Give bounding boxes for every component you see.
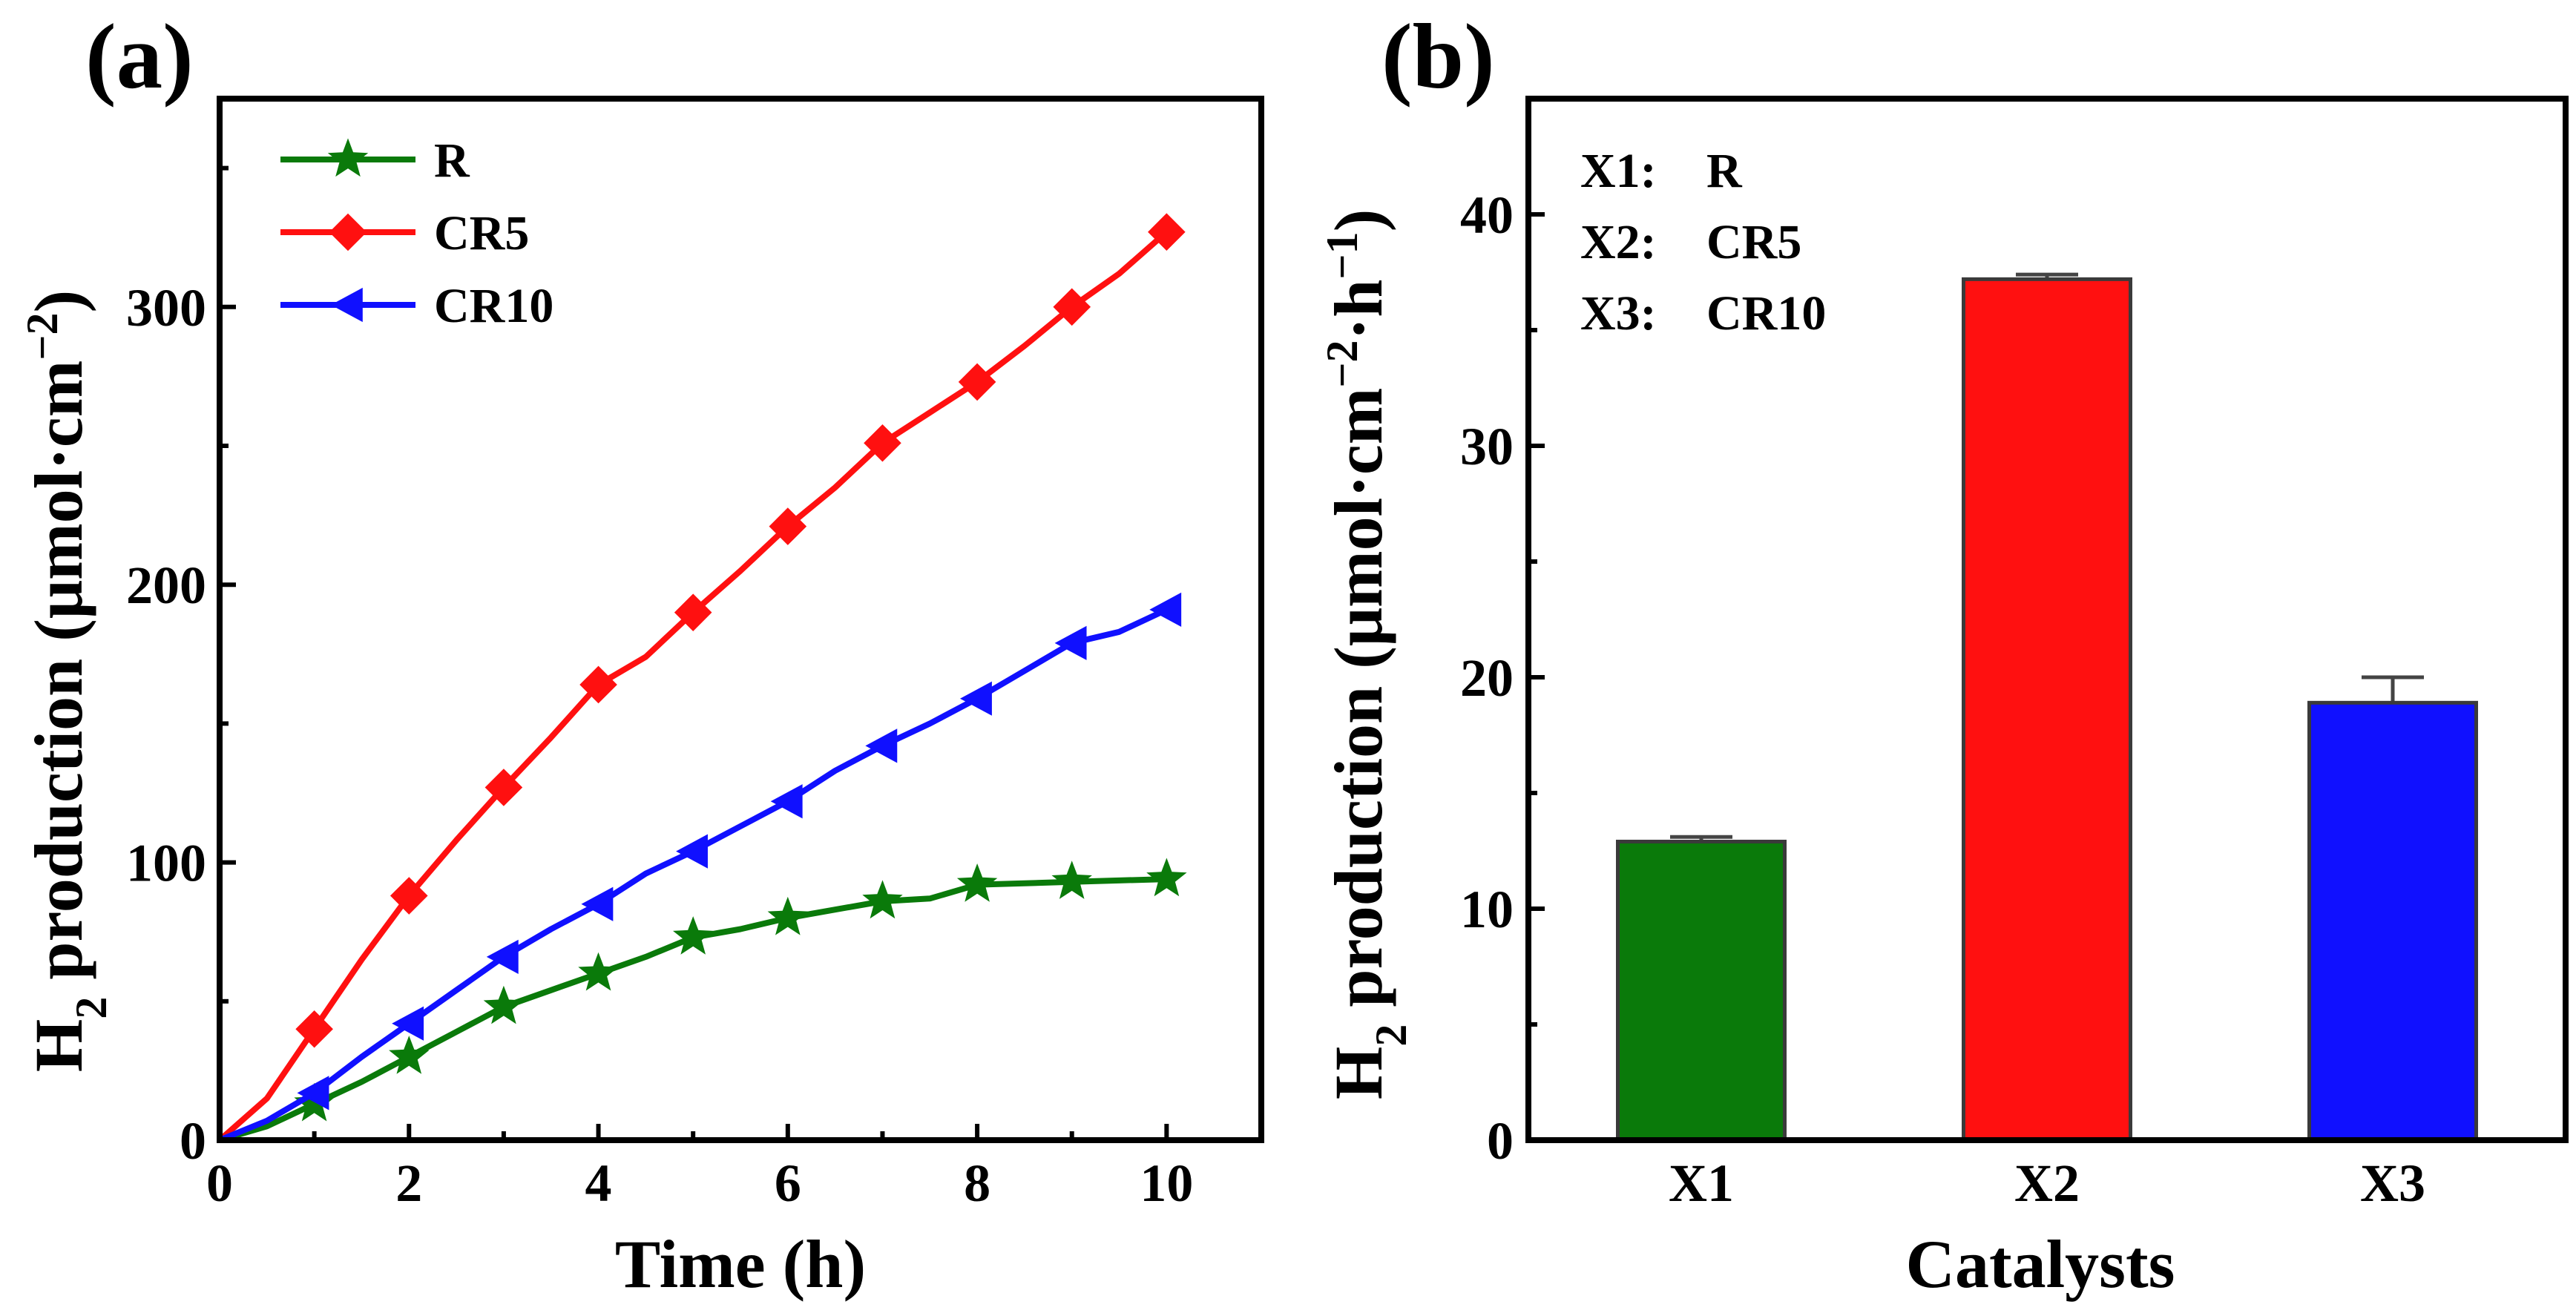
triangle-marker: [486, 939, 519, 974]
diamond-marker: [674, 593, 712, 631]
y-tick-label: 100: [126, 834, 206, 893]
diamond-marker: [295, 1010, 333, 1048]
y-tick-label: 20: [1460, 648, 1514, 708]
diamond-marker: [484, 769, 523, 806]
annotation-row: X3: CR10: [1580, 286, 1826, 340]
panel-b-y-axis-title: H2 production (μmol·cm−2·h−1): [1318, 209, 1416, 1099]
diamond-marker: [579, 665, 617, 704]
legend-label: R: [434, 134, 470, 188]
star-marker: [956, 863, 998, 902]
diamond-marker: [1053, 288, 1091, 326]
legend-entry-r: R: [280, 134, 470, 188]
annotation-key: X2:: [1580, 215, 1657, 269]
panel-a-line-chart: (a) H2 production (μmol·cm−2) 0 2 4 6 8 10010…: [18, 6, 1264, 1302]
bar-x2: [1962, 272, 2132, 1142]
series-cr5: [217, 213, 1186, 1143]
y-tick-label: 10: [1460, 880, 1514, 939]
legend-label: CR5: [434, 206, 529, 260]
panel-b-axes-ticks: 0 10 20 30 40 X1 X2 X3: [1460, 185, 2425, 1213]
y-tick-label: 30: [1460, 417, 1514, 476]
legend-entry-cr10: CR10: [280, 279, 553, 333]
bar-rect: [1962, 277, 2132, 1142]
triangle-marker: [330, 287, 363, 323]
panel-b-bar-chart: (b) H2 production (μmol·cm−2·h−1) 0 10 20 3…: [1318, 6, 2569, 1302]
bar-rect: [2307, 700, 2478, 1142]
star-marker: [862, 880, 903, 919]
star-marker: [578, 952, 619, 991]
x-tick-label: 0: [206, 1154, 233, 1213]
series-line: [218, 607, 1169, 1143]
diamond-marker: [390, 877, 428, 915]
y-tick-label: 40: [1460, 185, 1514, 245]
diamond-marker: [329, 213, 367, 251]
annotation-value: CR5: [1706, 215, 1801, 269]
x-tick-label: X1: [1669, 1154, 1734, 1213]
diamond-marker: [958, 363, 996, 401]
y-tick-label: 200: [126, 556, 206, 615]
x-tick-label: 6: [775, 1154, 801, 1213]
series-line: [217, 229, 1169, 1143]
star-marker: [483, 985, 525, 1024]
bar-rect: [1616, 840, 1787, 1142]
star-marker: [327, 138, 369, 177]
panel-b-bars-group: [1616, 272, 2478, 1142]
annotation-value: CR10: [1706, 286, 1826, 340]
series-r: [218, 858, 1187, 1143]
panel-b-plot-frame: [1525, 96, 2569, 1143]
annotation-key: X3:: [1580, 286, 1657, 340]
diamond-marker: [864, 424, 901, 462]
panel-a-legend: R CR5 CR10: [280, 134, 553, 333]
panel-a-label: (a): [85, 6, 194, 108]
triangle-marker: [581, 886, 614, 921]
x-tick-label: X3: [2360, 1154, 2425, 1213]
triangle-marker: [1149, 592, 1182, 627]
legend-label: CR10: [434, 279, 553, 333]
panel-b-x-axis-title: Catalysts: [1906, 1226, 2175, 1302]
diamond-marker: [769, 507, 807, 545]
y-tick-label: 0: [180, 1111, 206, 1171]
star-marker: [767, 896, 808, 935]
annotation-key: X1:: [1580, 144, 1657, 198]
triangle-marker: [865, 728, 898, 763]
legend-entry-cr5: CR5: [280, 206, 529, 260]
x-tick-label: X2: [2014, 1154, 2080, 1213]
diamond-marker: [1148, 213, 1186, 251]
star-marker: [673, 916, 714, 955]
annotation-row: X1: R: [1580, 144, 1743, 198]
annotation-value: R: [1706, 144, 1743, 198]
y-tick-label: 300: [126, 278, 206, 338]
triangle-marker: [1054, 625, 1087, 660]
star-marker: [389, 1036, 430, 1074]
x-tick-label: 2: [395, 1154, 422, 1213]
bar-x3: [2307, 675, 2478, 1142]
y-tick-label: 0: [1487, 1111, 1514, 1171]
x-tick-label: 10: [1140, 1154, 1193, 1213]
triangle-marker: [297, 1076, 329, 1110]
triangle-marker: [392, 1006, 424, 1041]
star-marker: [1146, 858, 1187, 897]
star-marker: [1051, 860, 1092, 899]
panel-a-x-axis-title: Time (h): [615, 1226, 866, 1302]
panel-a-series-group: [217, 213, 1187, 1143]
triangle-marker: [959, 681, 992, 716]
triangle-marker: [676, 834, 708, 869]
panel-a-y-axis-title: H2 production (μmol·cm−2): [18, 290, 116, 1072]
panel-b-annotation: X1: R X2: CR5 X3: CR10: [1580, 144, 1826, 340]
annotation-row: X2: CR5: [1580, 215, 1801, 269]
panel-b-label: (b): [1381, 6, 1495, 108]
x-tick-label: 4: [585, 1154, 612, 1213]
bar-x1: [1616, 835, 1787, 1142]
series-cr10: [218, 592, 1182, 1143]
panel-a-plot-frame: [217, 96, 1264, 1143]
triangle-marker: [770, 784, 803, 819]
x-tick-label: 8: [964, 1154, 990, 1213]
